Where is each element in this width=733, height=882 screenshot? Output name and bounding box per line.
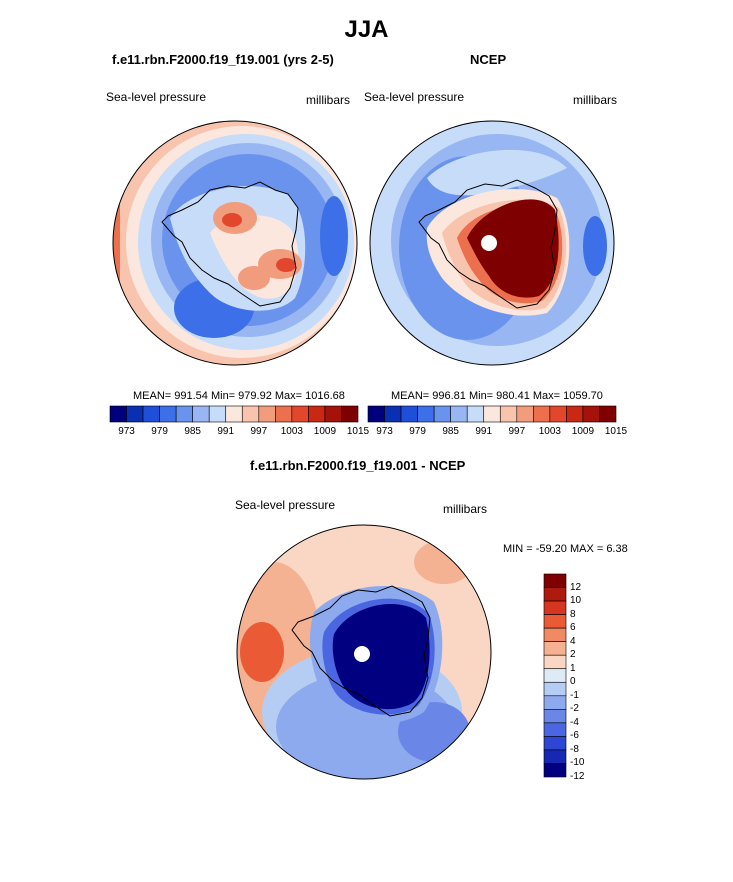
panel3-stats: MIN = -59.20 MAX = 6.38: [503, 543, 628, 555]
colorbar-tick-label: -12: [570, 771, 585, 782]
colorbar-tick-label: -8: [570, 743, 579, 755]
colorbar-box: [384, 405, 402, 423]
colorbar-box: [275, 405, 293, 423]
colorbar-box: [308, 405, 326, 423]
colorbar-box: [543, 600, 567, 615]
colorbar-tick-label: 985: [184, 426, 201, 437]
colorbar-tick-label: 973: [376, 426, 393, 437]
colorbar-tick-label: 985: [442, 426, 459, 437]
colorbar-box: [175, 405, 193, 423]
colorbar-box: [533, 405, 551, 423]
colorbar-box: [543, 627, 567, 642]
colorbar-box: [241, 405, 260, 423]
colorbar-box: [208, 405, 227, 423]
panel1-title: f.e11.rbn.F2000.f19_f19.001 (yrs 2-5): [112, 52, 334, 67]
colorbar-box: [291, 405, 309, 423]
panel3-title: f.e11.rbn.F2000.f19_f19.001 - NCEP: [250, 458, 466, 473]
panel2-map: [369, 120, 615, 366]
colorbar-box: [142, 405, 160, 423]
panel2-colorbar: [367, 405, 617, 423]
colorbar-tick-label: -1: [570, 689, 579, 701]
colorbar-box: [400, 405, 418, 423]
colorbar-box: [543, 654, 567, 670]
panel1-units-label: millibars: [306, 93, 351, 107]
colorbar-box: [543, 614, 567, 629]
colorbar-tick-label: 1015: [604, 426, 628, 437]
panel2-title: NCEP: [470, 52, 507, 67]
colorbar-box: [543, 641, 567, 656]
colorbar-box: [159, 405, 177, 423]
panel2-variable-label: Sea-level pressure: [364, 90, 465, 104]
colorbar-tick-label: 973: [118, 426, 135, 437]
colorbar-box: [192, 405, 210, 423]
panel1-colorbar-ticks: 973 979 985 991 997 1003 1009 1015: [110, 426, 369, 440]
colorbar-box: [599, 405, 617, 423]
colorbar-box: [543, 668, 567, 683]
main-title: JJA: [344, 16, 389, 43]
colorbar-box: [483, 405, 501, 423]
panel2-units-label: millibars: [573, 93, 618, 107]
colorbar-tick-label: -2: [570, 703, 579, 715]
colorbar-box: [543, 763, 567, 778]
colorbar-box: [450, 405, 468, 423]
colorbar-box: [566, 405, 584, 423]
colorbar-tick-label: 1015: [346, 426, 370, 437]
panel1-map: [112, 120, 358, 366]
colorbar-box: [433, 405, 451, 423]
panel1-variable-label: Sea-level pressure: [106, 90, 207, 104]
colorbar-tick-label: -4: [570, 716, 579, 728]
colorbar-tick-label: 1003: [538, 426, 561, 437]
colorbar-box: [582, 405, 600, 423]
colorbar-box: [543, 695, 567, 710]
colorbar-tick-label: 1: [570, 662, 576, 674]
colorbar-tick-label: 979: [151, 426, 168, 437]
colorbar-box: [367, 405, 385, 423]
colorbar-tick-label: 991: [475, 426, 493, 437]
colorbar-box: [466, 405, 485, 423]
colorbar-box: [516, 405, 534, 423]
colorbar-tick-label: 12: [570, 581, 582, 593]
panel3-map: [236, 524, 492, 780]
panel3-colorbar: [543, 573, 567, 778]
colorbar-tick-label: 4: [570, 635, 576, 647]
panel1-stats: MEAN= 991.54 Min= 979.92 Max= 1016.68: [133, 390, 345, 402]
colorbar-tick-label: 991: [217, 426, 235, 437]
colorbar-box: [341, 405, 359, 423]
panel3-units-label: millibars: [443, 502, 488, 516]
colorbar-box: [324, 405, 342, 423]
panel3-colorbar-ticks: 12 10 8 6 4 2 1 0 -1 -2 -4 -6 -8 -10 -12: [570, 574, 610, 782]
colorbar-tick-label: 10: [570, 595, 582, 607]
colorbar-box: [225, 405, 243, 423]
colorbar-tick-label: -10: [570, 757, 585, 769]
colorbar-box: [258, 405, 276, 423]
colorbar-tick-label: 997: [250, 426, 268, 437]
colorbar-box: [543, 587, 567, 602]
colorbar-box: [109, 405, 127, 423]
panel2-stats: MEAN= 996.81 Min= 980.41 Max= 1059.70: [391, 390, 603, 402]
colorbar-tick-label: 997: [508, 426, 526, 437]
colorbar-tick-label: 1009: [313, 426, 337, 437]
colorbar-tick-label: -6: [570, 730, 579, 742]
colorbar-tick-label: 2: [570, 649, 576, 661]
colorbar-box: [543, 709, 567, 724]
colorbar-box: [543, 736, 567, 751]
colorbar-box: [543, 573, 567, 588]
colorbar-box: [543, 722, 567, 737]
colorbar-tick-label: 1009: [571, 426, 595, 437]
colorbar-tick-label: 0: [570, 676, 576, 688]
colorbar-tick-label: 979: [409, 426, 426, 437]
panel3-variable-label: Sea-level pressure: [235, 498, 336, 512]
colorbar-tick-label: 8: [570, 608, 576, 620]
colorbar-box: [543, 681, 567, 697]
colorbar-tick-label: 6: [570, 622, 576, 634]
colorbar-box: [543, 749, 567, 764]
panel2-colorbar-ticks: 973 979 985 991 997 1003 1009 1015: [368, 426, 627, 440]
colorbar-box: [499, 405, 518, 423]
panel1-colorbar: [109, 405, 359, 423]
colorbar-tick-label: 1003: [280, 426, 303, 437]
colorbar-box: [417, 405, 435, 423]
colorbar-box: [549, 405, 567, 423]
colorbar-box: [126, 405, 144, 423]
